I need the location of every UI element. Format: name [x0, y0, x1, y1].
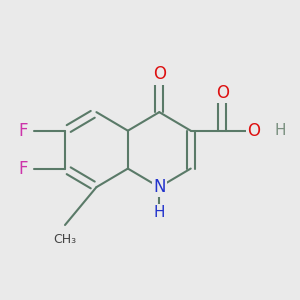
Text: F: F [19, 160, 28, 178]
Text: N: N [153, 178, 166, 196]
Text: O: O [216, 84, 229, 102]
Text: H: H [154, 206, 165, 220]
Text: H: H [274, 123, 286, 138]
Text: O: O [247, 122, 260, 140]
Text: CH₃: CH₃ [53, 233, 76, 246]
Text: O: O [153, 65, 166, 83]
Text: F: F [19, 122, 28, 140]
